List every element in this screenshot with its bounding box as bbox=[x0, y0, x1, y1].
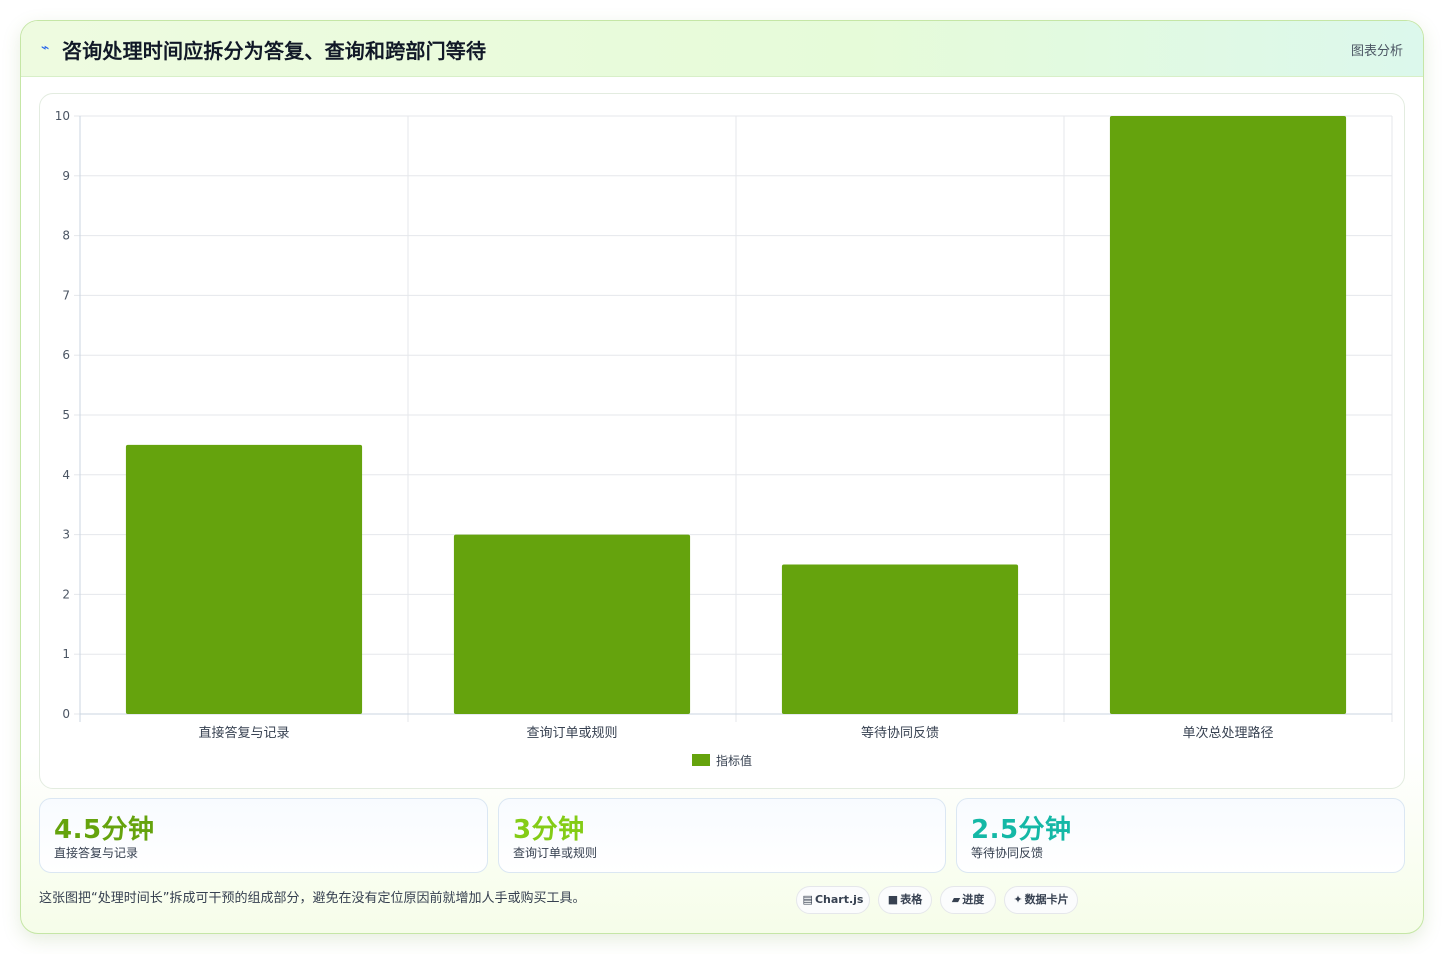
bar bbox=[125, 444, 363, 714]
chip-data-card[interactable]: ✦ 数据卡片 bbox=[1004, 886, 1078, 914]
x-tick-label: 查询订单或规则 bbox=[526, 726, 617, 741]
footer-note: 这张图把“处理时间长”拆成可干预的组成部分，避免在没有定位原因前就增加人手或购买… bbox=[39, 891, 586, 906]
y-tick-label: 7 bbox=[62, 288, 70, 302]
bar bbox=[1109, 116, 1347, 714]
stat-card-query: 3分钟 查询订单或规则 bbox=[498, 798, 946, 873]
chart-card: ⌁ 咨询处理时间应拆分为答复、查询和跨部门等待 图表分析 0 1 2 3 4 5 6 7 8 9 1… bbox=[20, 20, 1424, 934]
x-tick-label: 直接答复与记录 bbox=[198, 725, 289, 741]
bar-chart: 0 1 2 3 4 5 6 7 8 9 10 直接答复与记录 查询订单或规则 等待协同反馈 单次总处理路径指… bbox=[55, 109, 1393, 768]
legend-swatch bbox=[692, 754, 710, 766]
bar bbox=[453, 534, 691, 714]
chart-area: 0 1 2 3 4 5 6 7 8 9 10 直接答复与记录 查询订单或规则 等待协同反馈 单次总处理路径指… bbox=[39, 93, 1405, 789]
progress-icon: ▰ bbox=[951, 893, 961, 906]
y-tick-label: 8 bbox=[62, 229, 70, 243]
chip-label: 数据卡片 bbox=[1024, 893, 1069, 906]
y-tick-label: 4 bbox=[62, 468, 70, 482]
x-tick-label: 等待协同反馈 bbox=[861, 725, 939, 741]
x-tick-label: 单次总处理路径 bbox=[1182, 725, 1273, 741]
chart-icon: ▤ bbox=[802, 893, 813, 906]
chart-logo-icon: ⌁ bbox=[41, 40, 50, 56]
card-tag: 图表分析 bbox=[1350, 44, 1403, 59]
stat-value: 4.5分钟 bbox=[54, 815, 155, 845]
stat-label: 直接答复与记录 bbox=[54, 846, 139, 860]
chip-label: 表格 bbox=[900, 893, 923, 906]
y-tick-label: 5 bbox=[62, 408, 70, 422]
stat-card-direct-reply: 4.5分钟 直接答复与记录 bbox=[39, 798, 488, 873]
legend-label: 指标值 bbox=[716, 753, 752, 768]
stat-label: 查询订单或规则 bbox=[513, 846, 598, 860]
y-tick-label: 10 bbox=[55, 109, 70, 123]
y-tick-label: 0 bbox=[62, 707, 70, 721]
y-tick-label: 6 bbox=[62, 348, 70, 362]
y-tick-label: 9 bbox=[62, 169, 70, 183]
bar bbox=[781, 564, 1019, 714]
y-tick-label: 3 bbox=[62, 528, 70, 542]
chip-label: Chart.js bbox=[814, 893, 864, 906]
chip-table[interactable]: ■ 表格 bbox=[878, 886, 932, 914]
chip-label: 进度 bbox=[962, 893, 985, 906]
stat-value: 3分钟 bbox=[513, 815, 585, 845]
stat-label: 等待协同反馈 bbox=[971, 846, 1044, 860]
table-icon: ■ bbox=[887, 893, 899, 906]
chip-progress[interactable]: ▰ 进度 bbox=[940, 886, 996, 914]
y-tick-label: 2 bbox=[62, 587, 70, 601]
y-tick-label: 1 bbox=[62, 647, 70, 661]
stat-value: 2.5分钟 bbox=[971, 815, 1072, 845]
stat-card-wait: 2.5分钟 等待协同反馈 bbox=[956, 798, 1405, 873]
chip-chartjs[interactable]: ▤ Chart.js bbox=[796, 886, 870, 914]
card-title: 咨询处理时间应拆分为答复、查询和跨部门等待 bbox=[62, 39, 487, 63]
card-header: ⌁ 咨询处理时间应拆分为答复、查询和跨部门等待 图表分析 bbox=[21, 21, 1423, 77]
sparkle-icon: ✦ bbox=[1013, 893, 1023, 906]
